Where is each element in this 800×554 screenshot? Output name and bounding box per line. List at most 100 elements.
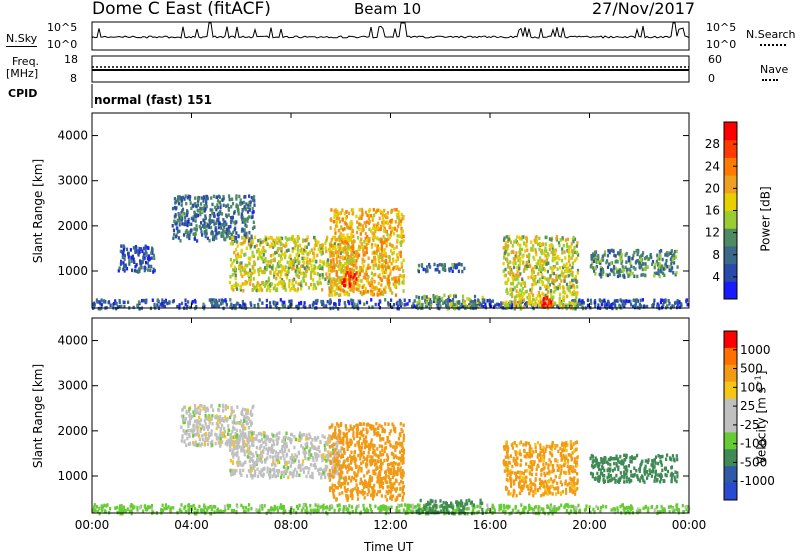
power-scatter-cell: [213, 304, 216, 309]
power-scatter-cell: [308, 250, 311, 254]
power-scatter-cell: [202, 206, 205, 211]
velocity-scatter-cell: [249, 420, 252, 424]
power-scatter-cell: [242, 289, 245, 293]
power-scatter-cell: [335, 220, 338, 225]
power-scatter-cell: [655, 259, 658, 264]
velocity-scatter-cell: [180, 509, 183, 514]
power-scatter-cell: [558, 298, 562, 303]
power-scatter-cell: [523, 265, 527, 269]
power-scatter-cell: [383, 237, 386, 241]
power-scatter-cell: [144, 244, 147, 248]
power-scatter-cell: [379, 237, 382, 242]
power-scatter-cell: [248, 278, 251, 282]
power-scatter-cell: [255, 243, 258, 248]
power-scatter-cell: [564, 256, 567, 260]
power-scatter-cell: [382, 292, 385, 296]
velocity-scatter-cell: [377, 506, 380, 511]
power-scatter-cell: [509, 292, 512, 297]
power-scatter-cell: [398, 219, 401, 224]
power-scatter-cell: [508, 238, 511, 242]
power-scatter-cell: [333, 209, 336, 213]
velocity-scatter-cell: [202, 407, 205, 411]
power-scatter-cell: [152, 267, 155, 272]
velocity-scatter-cell: [195, 424, 198, 429]
power-scatter-cell: [343, 211, 346, 216]
power-scatter-cell: [511, 276, 514, 280]
power-scatter-cell: [122, 264, 126, 269]
power-scatter-cell: [535, 239, 538, 243]
power-scatter-cell: [310, 248, 313, 252]
power-scatter-cell: [642, 251, 645, 255]
velocity-scatter-cell: [251, 439, 254, 444]
power-scatter-cell: [673, 252, 676, 257]
power-scatter-cell: [147, 254, 151, 258]
power-scatter-cell: [575, 244, 578, 248]
power-scatter-cell: [402, 277, 405, 281]
velocity-scatter-cell: [224, 415, 227, 419]
power-scatter-cell: [612, 266, 615, 271]
power-scatter-cell: [387, 221, 390, 225]
power-scatter-cell: [545, 262, 548, 266]
velocity-scatter-cell: [547, 511, 550, 516]
power-scatter-cell: [344, 236, 347, 240]
velocity-scatter-cell: [189, 442, 192, 446]
power-scatter-cell: [379, 252, 382, 256]
velocity-scatter-cell: [256, 454, 259, 458]
velocity-scatter-cell: [313, 462, 317, 467]
velocity-scatter-cell: [454, 508, 457, 513]
power-scatter-cell: [513, 302, 516, 307]
power-scatter-cell: [281, 236, 284, 241]
power-scatter-cell: [295, 241, 298, 246]
velocity-scatter-cell: [265, 442, 268, 447]
power-scatter-cell: [557, 241, 561, 245]
velocity-scatter-cell: [374, 504, 377, 509]
velocity-scatter-cell: [328, 434, 331, 438]
nave-label: Nave: [760, 63, 789, 76]
power-scatter-cell: [247, 203, 250, 208]
velocity-scatter-cell: [532, 508, 535, 512]
velocity-scatter-cell: [244, 460, 247, 465]
power-scatter-cell: [612, 270, 615, 274]
power-scatter-cell: [289, 303, 292, 308]
power-scatter-cell: [372, 285, 375, 290]
power-scatter-cell: [332, 253, 335, 257]
velocity-scatter-cell: [346, 509, 349, 513]
velocity-scatter-cell: [210, 432, 213, 437]
power-scatter-cell: [533, 257, 536, 261]
velocity-scatter-cell: [249, 430, 252, 435]
power-scatter-cell: [555, 235, 559, 239]
power-scatter-cell: [398, 279, 401, 283]
power-scatter-cell: [507, 262, 510, 266]
power-scatter-cell: [267, 263, 270, 268]
power-scatter-cell: [569, 272, 572, 277]
power-scatter-cell: [393, 246, 396, 251]
velocity-scatter-cell: [253, 469, 257, 473]
velocity-scatter-cell: [219, 444, 222, 448]
power-scatter-cell: [132, 246, 135, 250]
power-scatter-cell: [292, 284, 295, 288]
power-scatter-cell: [642, 305, 645, 309]
velocity-scatter-cell: [118, 506, 121, 510]
velocity-scatter-cell: [243, 434, 246, 439]
power-scatter-cell: [605, 302, 608, 306]
power-scatter-cell: [355, 230, 359, 235]
power-scatter-cell: [603, 253, 606, 257]
power-scatter-cell: [534, 275, 537, 280]
power-scatter-cell: [619, 273, 622, 278]
velocity-scatter-cell: [161, 503, 164, 508]
velocity-scatter-cell: [243, 509, 246, 514]
velocity-scatter-cell: [101, 507, 104, 511]
power-scatter-cell: [352, 281, 355, 285]
beam-label: Beam 10: [354, 0, 422, 18]
power-scatter-cell: [234, 267, 237, 271]
power-scatter-cell: [614, 266, 617, 271]
power-scatter-cell: [620, 305, 623, 310]
power-scatter-cell: [593, 256, 596, 260]
power-scatter-cell: [537, 261, 540, 266]
power-scatter-cell: [200, 196, 203, 200]
velocity-scatter-cell: [233, 414, 236, 418]
velocity-scatter-cell: [247, 426, 250, 430]
velocity-scatter-cell: [471, 509, 474, 513]
velocity-scatter-cell: [326, 454, 329, 458]
power-scatter-cell: [389, 288, 392, 293]
